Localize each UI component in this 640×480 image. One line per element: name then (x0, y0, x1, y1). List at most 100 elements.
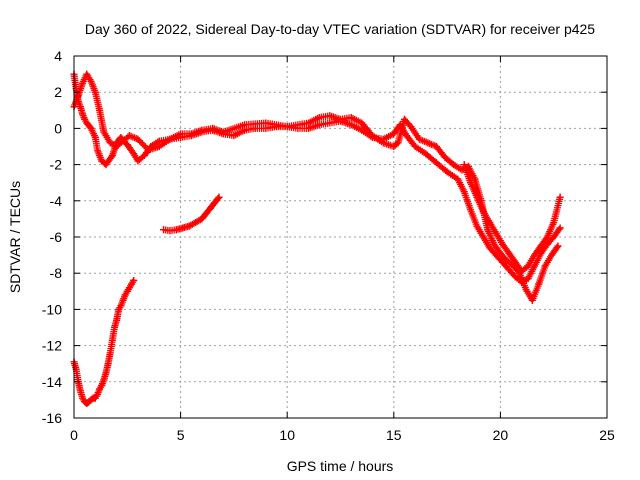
data-point (74, 92, 82, 100)
data-point (262, 119, 270, 127)
series-track-5 (160, 193, 223, 235)
data-point (179, 224, 187, 232)
data-point (91, 394, 99, 402)
data-point (305, 119, 313, 127)
data-point (283, 123, 291, 131)
data-point (537, 242, 545, 250)
data-point (198, 126, 206, 134)
data-point (104, 360, 112, 368)
data-point (531, 262, 539, 270)
y-tick-label: -6 (50, 229, 63, 245)
data-point (432, 143, 440, 150)
data-point (473, 193, 481, 201)
data-point (115, 305, 123, 313)
data-point (96, 385, 104, 393)
data-point (499, 240, 507, 248)
data-point (460, 161, 468, 169)
data-point (379, 139, 387, 147)
data-point (76, 103, 84, 111)
series-track-3 (460, 161, 564, 275)
data-point (556, 224, 564, 232)
data-point (403, 132, 411, 140)
series-markers (70, 70, 564, 286)
data-point (441, 153, 449, 161)
data-point (123, 287, 131, 295)
data-point (128, 280, 136, 288)
data-point (166, 227, 174, 235)
series-track-1 (70, 70, 564, 286)
data-point (219, 128, 227, 136)
data-point (211, 199, 219, 207)
data-point (347, 114, 355, 122)
data-point (511, 273, 519, 281)
data-point (524, 262, 532, 270)
data-point (134, 135, 142, 143)
y-tick-label: -4 (50, 193, 63, 209)
data-point (125, 284, 133, 292)
data-point (407, 123, 415, 131)
data-point (130, 276, 138, 284)
y-tick-label: -10 (42, 301, 62, 317)
data-point (93, 390, 101, 398)
data-point (473, 222, 481, 230)
data-point (550, 219, 558, 227)
data-point (484, 226, 492, 234)
data-point (76, 387, 84, 395)
data-point (518, 267, 526, 275)
data-point (206, 204, 214, 212)
data-point (492, 229, 500, 237)
data-point (486, 219, 494, 227)
y-tick-label: 4 (54, 48, 62, 64)
x-axis-label: GPS time / hours (287, 458, 394, 474)
y-tick-label: -8 (50, 265, 63, 281)
data-point (113, 316, 121, 324)
x-tick-label: 0 (70, 427, 78, 443)
y-tick-label: 2 (54, 84, 62, 100)
data-point (187, 130, 195, 138)
chart-title: Day 360 of 2022, Sidereal Day-to-day VTE… (85, 21, 595, 37)
data-point (479, 233, 487, 241)
data-point (368, 132, 376, 140)
data-point (202, 209, 210, 217)
data-point (449, 161, 457, 169)
axis-ticks: 0 5 10 15 20 25 -16 -14 -12 -10 -8 -6 -4 -2 0 2 4 (42, 48, 615, 443)
data-point (100, 128, 108, 136)
data-point (503, 257, 511, 265)
data-point (548, 251, 556, 259)
data-point (535, 280, 543, 288)
data-point (108, 152, 116, 160)
series-track-4 (70, 276, 138, 408)
data-point (486, 244, 494, 252)
data-point (172, 226, 180, 234)
data-point (505, 249, 513, 257)
x-tick-label: 5 (177, 427, 185, 443)
data-point (460, 188, 468, 196)
y-tick-label: 0 (54, 120, 62, 136)
data-point (432, 159, 440, 167)
series-track-2 (70, 70, 562, 304)
data-series (70, 70, 564, 408)
x-tick-label: 20 (493, 427, 509, 443)
data-point (422, 150, 430, 158)
data-point (83, 119, 91, 127)
data-point (121, 291, 129, 299)
data-point (83, 70, 91, 78)
data-point (198, 215, 206, 223)
data-point (556, 193, 564, 201)
data-point (96, 106, 104, 114)
data-point (93, 146, 101, 154)
data-point (87, 124, 95, 132)
data-point (79, 394, 87, 402)
data-point (130, 150, 138, 158)
data-point (394, 139, 402, 147)
data-point (117, 302, 125, 310)
data-point (145, 146, 153, 154)
data-point (79, 110, 87, 118)
series-markers (70, 70, 562, 304)
x-tick-label: 10 (279, 427, 295, 443)
data-point (81, 115, 89, 123)
data-point (524, 275, 532, 283)
data-point (550, 233, 558, 241)
data-point (140, 152, 148, 160)
